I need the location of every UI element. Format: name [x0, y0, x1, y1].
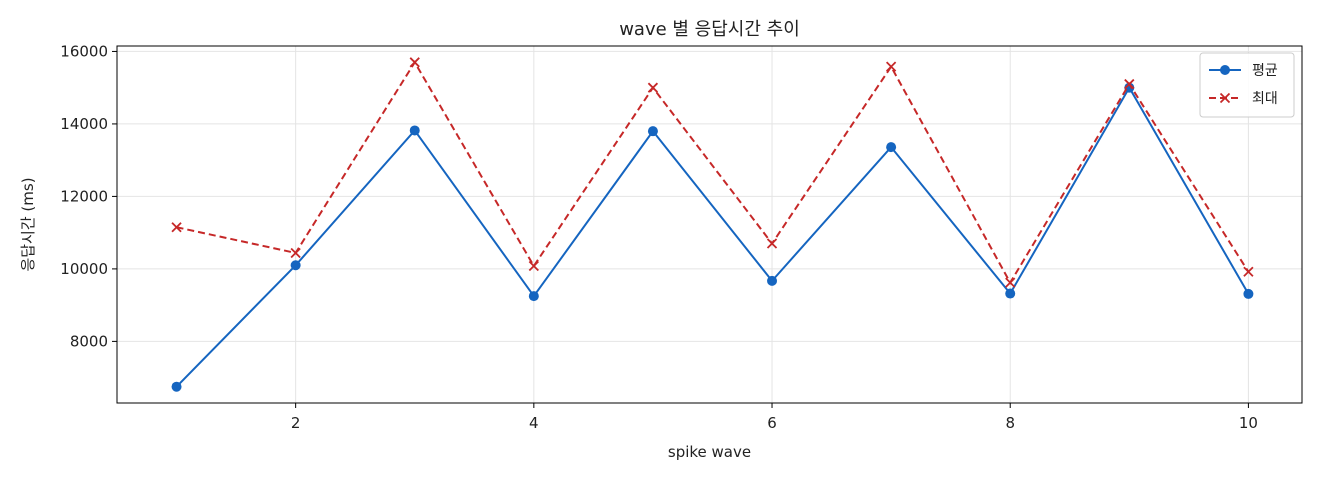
data-point-stroke — [171, 222, 182, 233]
legend-label: 평균 — [1252, 63, 1278, 79]
data-point — [1124, 78, 1135, 90]
data-point — [885, 61, 897, 72]
x-tick-label: 6 — [767, 414, 777, 432]
series-line — [176, 60, 1250, 285]
data-point — [171, 381, 182, 392]
chart-title: wave 별 응답시간 추이 — [619, 19, 800, 40]
data-point-stroke — [766, 238, 778, 249]
data-point — [647, 126, 658, 137]
data-point-stroke — [409, 57, 420, 68]
series-2 — [171, 57, 1254, 288]
data-point — [528, 260, 539, 272]
data-point — [1005, 288, 1016, 299]
series-line — [175, 85, 1250, 388]
data-point — [1243, 288, 1254, 299]
axes: 2 4 6 8 10 8000 10000 12000 14000 16000 — [60, 42, 1258, 432]
data-point — [528, 291, 539, 302]
data-point-stroke — [1005, 277, 1016, 288]
data-point — [171, 222, 182, 233]
x-axis-title: spike wave — [668, 443, 751, 461]
data-point — [1243, 266, 1254, 277]
y-tick-label: 16000 — [60, 42, 108, 60]
x-tick-label: 4 — [529, 414, 539, 432]
data-point — [409, 125, 420, 136]
x-tick-label: 10 — [1239, 414, 1258, 432]
x-tick-label: 8 — [1005, 414, 1015, 432]
data-point-stroke — [885, 61, 897, 72]
y-tick-label: 8000 — [70, 332, 108, 350]
y-tick-label: 12000 — [60, 187, 108, 205]
series-layer — [171, 57, 1254, 392]
data-point-stroke — [290, 247, 301, 259]
x-tick-label: 2 — [291, 414, 301, 432]
data-point — [409, 57, 420, 68]
data-point — [290, 247, 301, 259]
data-point — [1005, 277, 1016, 288]
y-tick-label: 10000 — [60, 260, 108, 278]
data-point-stroke — [647, 82, 659, 93]
data-point — [767, 275, 778, 286]
legend-label: 최대 — [1252, 91, 1278, 107]
legend-box — [1199, 52, 1295, 118]
data-point — [647, 82, 659, 93]
data-point-stroke — [528, 260, 539, 272]
series-1 — [171, 82, 1254, 392]
plot-frame — [116, 45, 1303, 404]
data-point — [1220, 65, 1230, 75]
data-point-stroke — [1243, 266, 1254, 277]
data-point-stroke — [1219, 92, 1231, 104]
data-point-stroke — [1124, 78, 1135, 90]
y-axis-title: 응답시간 (ms) — [19, 177, 37, 271]
y-tick-label: 14000 — [60, 115, 108, 133]
data-point — [886, 142, 897, 153]
data-point — [766, 238, 778, 249]
data-point — [1219, 92, 1231, 104]
data-point — [1124, 82, 1135, 93]
data-point — [290, 260, 301, 271]
grid — [117, 46, 1302, 403]
